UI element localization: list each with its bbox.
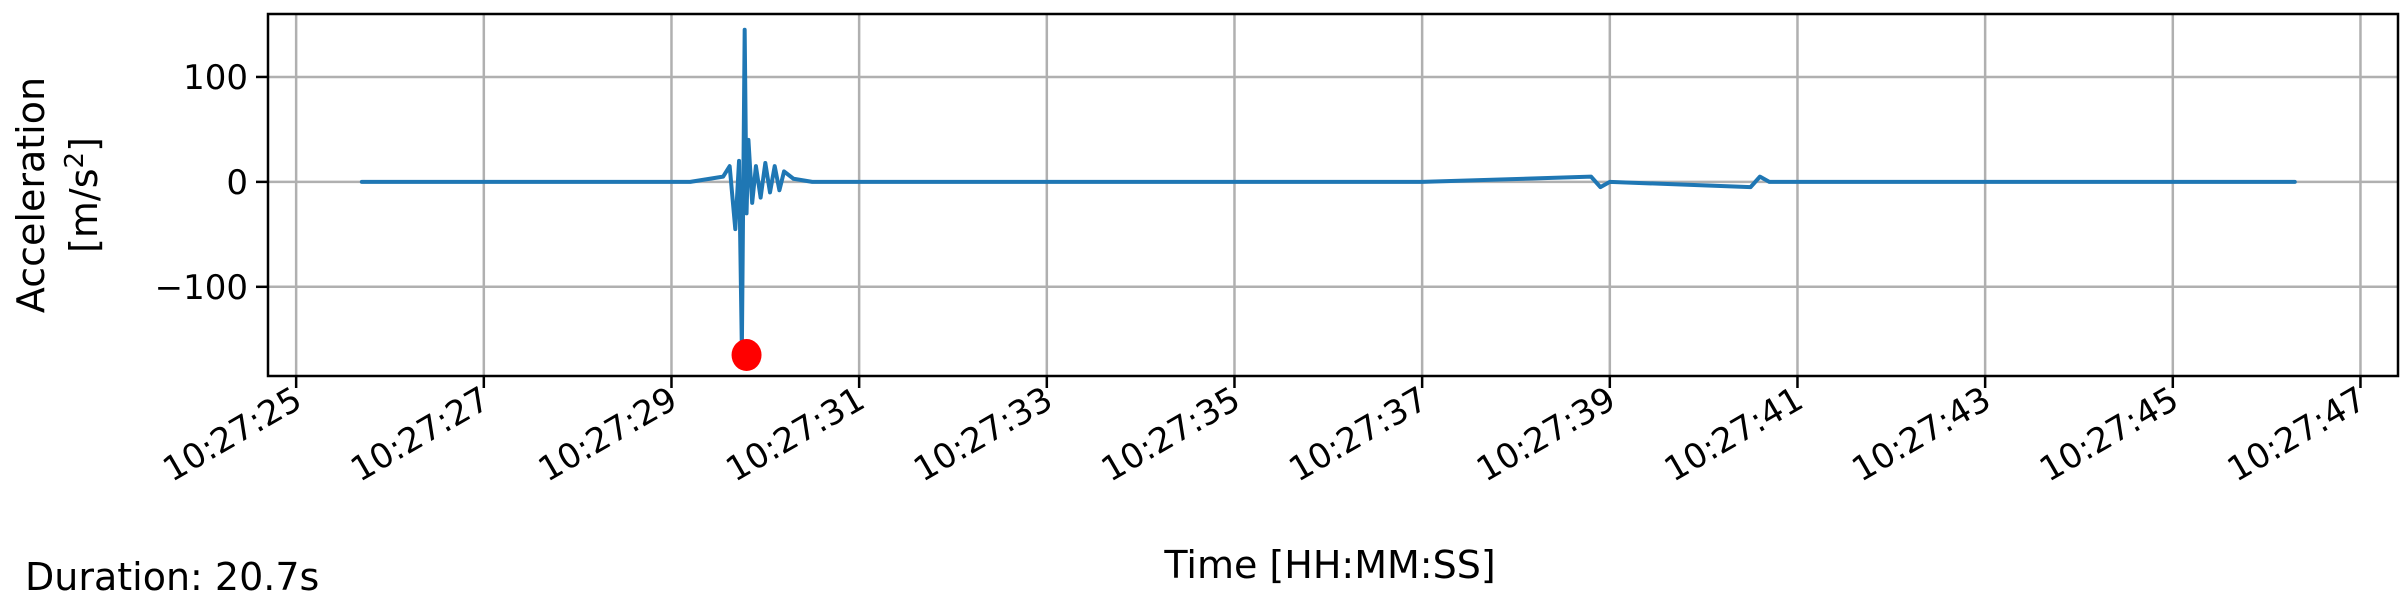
x-axis-label: Time [HH:MM:SS] [1163, 543, 1495, 587]
y-axis-ticks: 100 0 −100 [155, 58, 268, 308]
x-tick-label: 10:27:29 [532, 379, 684, 490]
x-tick-label: 10:27:31 [719, 379, 871, 490]
acceleration-series-line [359, 27, 2297, 352]
y-tick-label: −100 [155, 268, 248, 308]
y-axis-unit-sup: 2 [60, 152, 90, 169]
x-tick-label: 10:27:35 [1095, 379, 1247, 490]
y-axis-label: Acceleration [m/s2] [9, 77, 106, 313]
x-axis-ticks: 10:27:25 10:27:27 10:27:29 10:27:31 10:27:33… [156, 376, 2373, 490]
plot-frame [266, 12, 2400, 378]
x-tick-label: 10:27:41 [1658, 379, 1810, 490]
duration-label: Duration: 20.7s [25, 555, 320, 599]
x-tick-label: 10:27:43 [1845, 379, 1997, 490]
x-tick-label: 10:27:47 [2221, 379, 2373, 490]
y-tick-label: 100 [183, 58, 248, 98]
grid [268, 14, 2398, 376]
y-axis-label-line1: Acceleration [9, 77, 53, 313]
x-tick-label: 10:27:25 [156, 379, 308, 490]
marker-layer [731, 339, 762, 372]
x-tick-label: 10:27:33 [907, 379, 1059, 490]
y-axis-unit-end: ] [62, 137, 106, 152]
peak-marker [731, 339, 762, 372]
y-axis-unit-base: [m/s [62, 168, 106, 252]
series-layer [359, 27, 2297, 352]
x-tick-label: 10:27:27 [344, 379, 496, 490]
y-tick-label: 0 [226, 163, 248, 203]
x-tick-label: 10:27:45 [2033, 379, 2185, 490]
y-axis-label-unit: [m/s2] [60, 137, 106, 253]
x-tick-label: 10:27:39 [1470, 379, 1622, 490]
x-tick-label: 10:27:37 [1282, 379, 1434, 490]
